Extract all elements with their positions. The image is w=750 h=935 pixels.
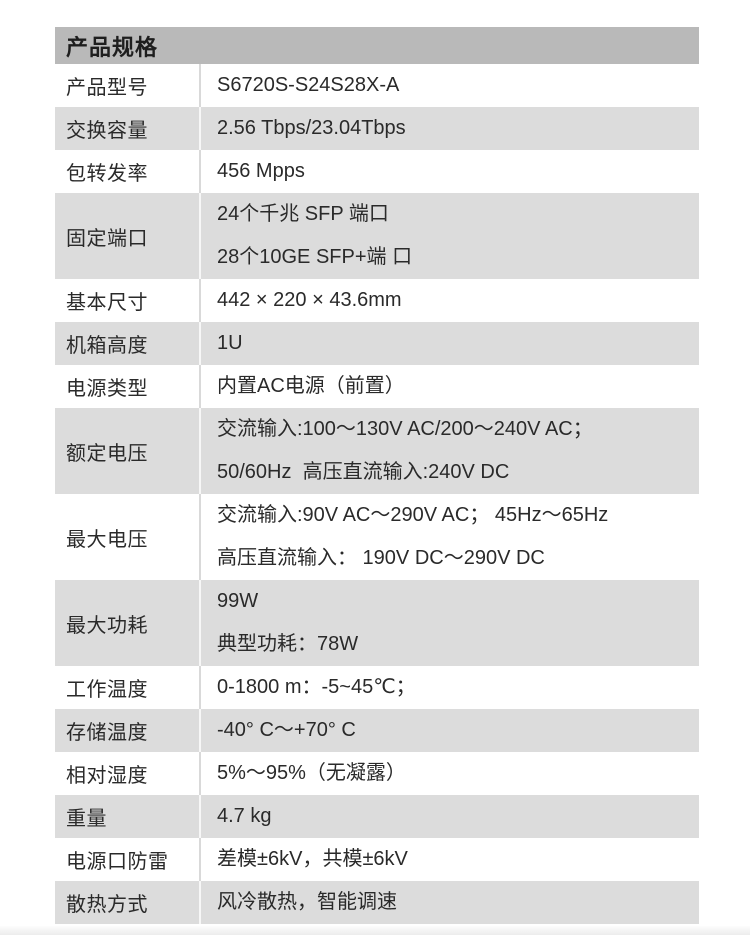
spec-value-line: 5%～95%（无凝露） — [217, 762, 406, 784]
spec-value-line: 99W — [217, 590, 259, 612]
spec-value-line: 2.56 Tbps/23.04Tbps — [217, 117, 406, 139]
spec-row-value: 24个千兆 SFP 端口 28个10GE SFP+端 口 — [201, 193, 699, 279]
spec-row: 额定电压 交流输入:100～130V AC/200～240V AC； 50/60H… — [55, 408, 699, 494]
spec-value-line: 28个10GE SFP+端 口 — [217, 246, 413, 268]
spec-row: 电源口防雷 差模±6kV，共模±6kV — [55, 838, 699, 881]
spec-rows: 产品型号 S6720S-S24S28X-A 交换容量 2.56 Tbps/23.… — [55, 64, 699, 924]
spec-value-line: 差模±6kV，共模±6kV — [217, 848, 408, 870]
spec-row-value: 442 × 220 × 43.6mm — [201, 279, 699, 322]
spec-row-value: 0-1800 m：-5~45℃； — [201, 666, 699, 709]
spec-row: 基本尺寸 442 × 220 × 43.6mm — [55, 279, 699, 322]
spec-value-line: 风冷散热，智能调速 — [217, 891, 397, 913]
spec-row-label: 散热方式 — [55, 881, 201, 924]
spec-row-label: 存储温度 — [55, 709, 201, 752]
spec-row: 交换容量 2.56 Tbps/23.04Tbps — [55, 107, 699, 150]
spec-row-label: 电源口防雷 — [55, 838, 201, 881]
spec-row-value: 风冷散热，智能调速 — [201, 881, 699, 924]
spec-table: 产品规格 产品型号 S6720S-S24S28X-A 交换容量 2.56 Tbp… — [55, 27, 699, 924]
spec-value-line: 交流输入:100～130V AC/200～240V AC； — [217, 418, 593, 440]
spec-value-line: 内置AC电源（前置） — [217, 375, 405, 397]
spec-row-value: 5%～95%（无凝露） — [201, 752, 699, 795]
spec-row: 最大功耗 99W 典型功耗：78W — [55, 580, 699, 666]
spec-row-value: 456 Mpps — [201, 150, 699, 193]
spec-table-header: 产品规格 — [55, 27, 699, 64]
spec-value-line: 1U — [217, 332, 243, 354]
spec-row-value: 交流输入:100～130V AC/200～240V AC； 50/60Hz 高压直… — [201, 408, 699, 494]
spec-row: 最大电压 交流输入:90V AC～290V AC； 45Hz～65Hz 高压直流输… — [55, 494, 699, 580]
spec-row-label: 工作温度 — [55, 666, 201, 709]
spec-row: 散热方式 风冷散热，智能调速 — [55, 881, 699, 924]
spec-row-value: 4.7 kg — [201, 795, 699, 838]
spec-row-label: 电源类型 — [55, 365, 201, 408]
spec-value-line: 0-1800 m：-5~45℃； — [217, 676, 416, 698]
spec-row-label: 重量 — [55, 795, 201, 838]
spec-row: 相对湿度 5%～95%（无凝露） — [55, 752, 699, 795]
spec-value-line: 交流输入:90V AC～290V AC； 45Hz～65Hz — [217, 504, 609, 526]
spec-row: 重量 4.7 kg — [55, 795, 699, 838]
spec-value-line: 4.7 kg — [217, 805, 272, 827]
spec-row-label: 基本尺寸 — [55, 279, 201, 322]
next-card-top-edge — [0, 926, 750, 935]
spec-row-value: 99W 典型功耗：78W — [201, 580, 699, 666]
spec-row-label: 额定电压 — [55, 408, 201, 494]
spec-row: 工作温度 0-1800 m：-5~45℃； — [55, 666, 699, 709]
spec-value-line: 高压直流输入： 190V DC～290V DC — [217, 547, 545, 569]
spec-row: 包转发率 456 Mpps — [55, 150, 699, 193]
spec-value-line: 442 × 220 × 43.6mm — [217, 289, 402, 311]
spec-value-line: 典型功耗：78W — [217, 633, 359, 655]
spec-row-value: 2.56 Tbps/23.04Tbps — [201, 107, 699, 150]
spec-row-label: 最大功耗 — [55, 580, 201, 666]
spec-value-line: 456 Mpps — [217, 160, 305, 182]
spec-row-value: 1U — [201, 322, 699, 365]
spec-row-label: 机箱高度 — [55, 322, 201, 365]
spec-row: 机箱高度 1U — [55, 322, 699, 365]
spec-row: 电源类型 内置AC电源（前置） — [55, 365, 699, 408]
spec-row-label: 包转发率 — [55, 150, 201, 193]
spec-table-title: 产品规格 — [66, 34, 159, 60]
spec-value-line: 50/60Hz 高压直流输入:240V DC — [217, 461, 510, 483]
spec-row: 固定端口 24个千兆 SFP 端口 28个10GE SFP+端 口 — [55, 193, 699, 279]
spec-row-label: 最大电压 — [55, 494, 201, 580]
spec-row-value: 交流输入:90V AC～290V AC； 45Hz～65Hz 高压直流输入： 19… — [201, 494, 699, 580]
spec-row-label: 产品型号 — [55, 64, 201, 107]
spec-row-value: 内置AC电源（前置） — [201, 365, 699, 408]
spec-value-line: S6720S-S24S28X-A — [217, 74, 400, 96]
spec-row-value: 差模±6kV，共模±6kV — [201, 838, 699, 881]
spec-row-label: 相对湿度 — [55, 752, 201, 795]
spec-value-line: 24个千兆 SFP 端口 — [217, 203, 389, 225]
spec-row: 存储温度 -40° C～+70° C — [55, 709, 699, 752]
spec-row-label: 固定端口 — [55, 193, 201, 279]
spec-row: 产品型号 S6720S-S24S28X-A — [55, 64, 699, 107]
spec-row-label: 交换容量 — [55, 107, 201, 150]
spec-row-value: -40° C～+70° C — [201, 709, 699, 752]
spec-value-line: -40° C～+70° C — [217, 719, 356, 741]
spec-row-value: S6720S-S24S28X-A — [201, 64, 699, 107]
